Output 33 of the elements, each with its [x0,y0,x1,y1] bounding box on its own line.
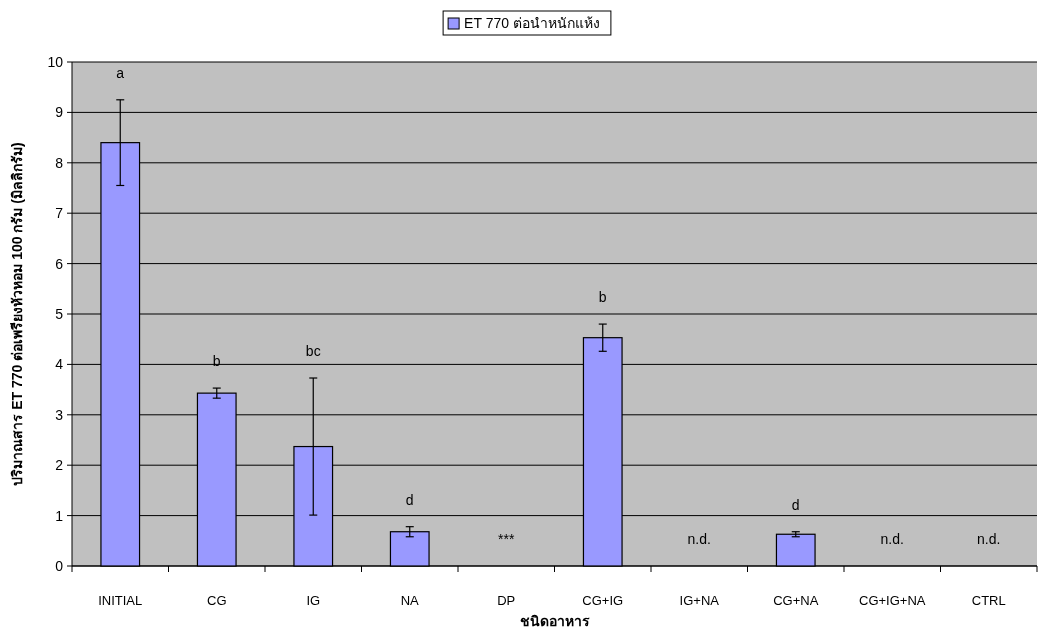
x-tick-label: CTRL [971,593,1006,608]
y-tick-label: 9 [55,104,64,121]
legend-label: ET 770 ต่อนำหนักแห้ง [464,15,600,31]
y-tick-label: 2 [55,457,64,474]
annotation: bc [305,343,321,360]
y-tick-label: 8 [55,154,64,171]
annotation: *** [498,531,515,547]
x-tick-label: CG+IG [582,593,624,608]
y-axis-title: ปริมาณสาร ET 770 ต่อเพรียงหัวหอม 100 กรัม (มิลลิกรัม) [9,142,25,486]
y-tick-label: 0 [55,558,64,574]
y-tick-label: 10 [47,54,64,70]
x-tick-label: DP [497,593,516,608]
y-tick-label: 4 [55,356,64,373]
x-axis-title: ชนิดอาหาร [519,613,590,629]
y-tick-label: 6 [55,255,64,272]
annotation: n.d. [687,531,711,547]
x-tick-label: INITIAL [98,593,143,608]
x-tick-label: CG [207,593,227,608]
annotation: b [598,289,607,306]
y-tick-label: 3 [55,406,64,423]
x-tick-label: IG+NA [679,593,720,608]
y-tick-label: 1 [55,507,64,524]
annotation: n.d. [880,531,904,547]
annotation: d [405,491,414,508]
y-tick-label: 7 [55,205,64,222]
x-tick-label: CG+NA [773,593,819,608]
annotation: d [791,496,800,513]
annotation: a [116,64,125,81]
x-tick-label: CG+IG+NA [859,593,926,608]
y-tick-label: 5 [55,306,64,322]
x-tick-label: NA [400,593,420,608]
x-tick-label: IG [306,593,321,608]
annotation: n.d. [977,531,1001,547]
